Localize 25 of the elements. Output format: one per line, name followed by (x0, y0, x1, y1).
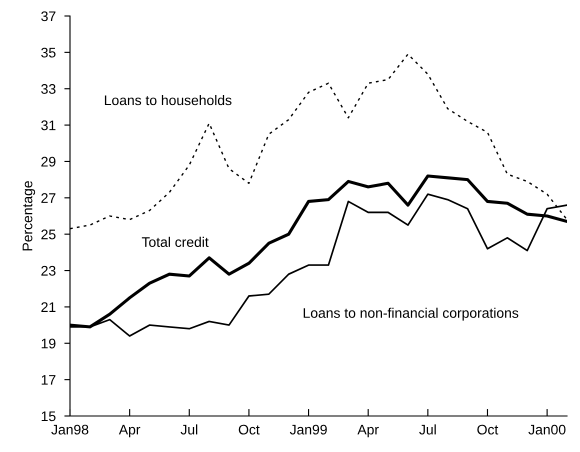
y-tick-label: 29 (41, 156, 56, 167)
x-tick-label: Jan98 (51, 424, 88, 435)
x-tick-label: Apr (357, 424, 379, 438)
y-tick-label: 33 (41, 84, 56, 94)
x-tick-label: Jan00 (528, 424, 566, 435)
y-tick-label: 21 (41, 302, 56, 312)
x-tick-label: Jan99 (290, 424, 327, 435)
y-tick-label: 27 (41, 193, 56, 203)
text: Loans to non-financial corporations (304, 308, 518, 321)
y-tick-label: 15 (42, 411, 56, 422)
y-tick-label: 23 (41, 266, 56, 276)
x-tick-label: Jul (180, 424, 198, 435)
x-tick-label: Oct (238, 424, 260, 435)
y-tick-label: 19 (42, 338, 56, 348)
y-tick-label: 17 (42, 375, 56, 385)
y-tick-label: 31 (41, 120, 56, 130)
series-label: Total credit (142, 236, 209, 247)
x-tick-label: Apr (118, 424, 140, 438)
text: Loans to households (104, 94, 232, 106)
y-tick-label: 25 (41, 230, 56, 240)
x-tick-label: Oct (477, 424, 498, 435)
x-tick-label: Jul (419, 424, 436, 435)
y-tick-label: 35 (41, 48, 56, 58)
y-axis-title: Percentage (22, 181, 36, 250)
y-tick-label: 37 (41, 11, 56, 22)
